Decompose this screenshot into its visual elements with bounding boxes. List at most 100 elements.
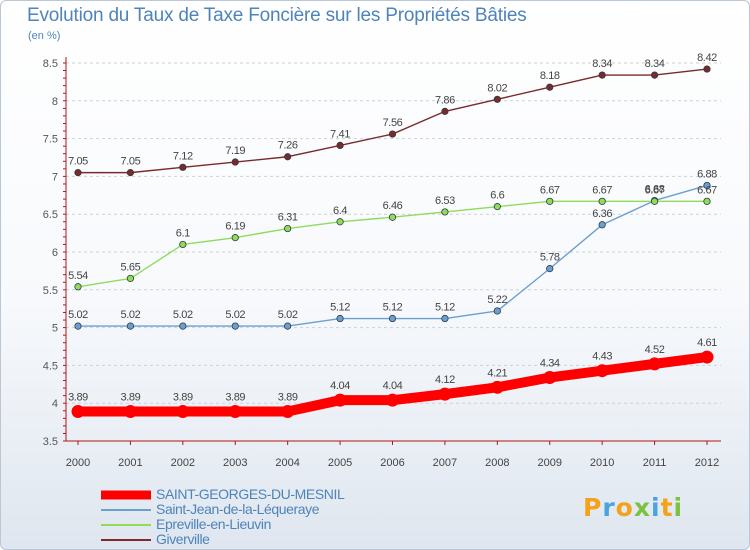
data-point: [703, 197, 711, 205]
data-label: 6.67: [540, 184, 560, 196]
legend-item: Giverville: [101, 532, 431, 547]
x-tick-label: 2000: [66, 457, 90, 469]
data-label: 6.68: [645, 184, 665, 196]
data-point: [598, 197, 606, 205]
data-label: 5.12: [435, 302, 455, 314]
data-point: [388, 213, 397, 221]
data-point: [650, 197, 659, 205]
data-label: 5.02: [278, 309, 298, 321]
data-label: 8.42: [697, 52, 717, 64]
data-label: 7.19: [225, 145, 245, 157]
data-point: [438, 387, 452, 401]
logo-letter: i: [651, 493, 661, 522]
legend-swatch: [101, 490, 151, 499]
y-tick-label: 5: [52, 323, 58, 335]
data-label: 5.02: [225, 309, 245, 321]
y-tick-label: 4: [52, 398, 58, 410]
series-layer: [71, 65, 714, 419]
y-tick-label: 8.5: [43, 58, 58, 70]
legend-swatch: [101, 538, 151, 541]
data-point: [74, 169, 82, 177]
data-point: [231, 234, 239, 242]
logo-letter: P: [583, 493, 603, 522]
data-label: 5.78: [540, 252, 560, 264]
x-tick-label: 2003: [223, 457, 247, 469]
unit-label: (en %): [28, 30, 61, 42]
data-point: [228, 405, 242, 419]
data-point: [493, 307, 501, 315]
logo-letter: i: [673, 493, 684, 522]
legend-swatch: [101, 508, 151, 511]
x-tick-label: 2005: [328, 457, 352, 469]
x-tick-label: 2009: [538, 457, 562, 469]
data-point: [284, 224, 292, 233]
data-point: [231, 158, 239, 166]
data-label: 4.21: [487, 367, 507, 379]
data-label: 5.12: [330, 302, 350, 314]
y-tick-label: 6.5: [43, 209, 58, 221]
data-point: [493, 203, 501, 211]
data-label: 3.89: [225, 392, 245, 404]
data-point: [441, 314, 449, 323]
data-point: [595, 364, 609, 378]
data-point: [648, 357, 662, 371]
data-label: 4.52: [645, 344, 665, 356]
legend-label: Giverville: [156, 531, 210, 547]
data-label: 6.4: [333, 205, 347, 217]
data-point: [179, 163, 187, 171]
x-tick-label: 2012: [695, 457, 719, 469]
data-label: 6.67: [697, 184, 717, 196]
data-label: 7.05: [121, 156, 141, 168]
data-label: 7.86: [435, 94, 455, 106]
data-point: [703, 65, 711, 73]
data-point: [71, 405, 85, 419]
proxiti-logo: Proxiti: [583, 493, 683, 522]
data-point: [546, 197, 554, 205]
data-label: 3.89: [68, 392, 88, 404]
data-point: [74, 283, 82, 291]
logo-letter: r: [602, 493, 616, 522]
data-point: [650, 71, 659, 79]
x-tick-label: 2004: [275, 457, 299, 469]
chart-legend: SAINT-GEORGES-DU-MESNIL Saint-Jean-de-la-…: [101, 487, 431, 547]
data-point: [176, 405, 190, 419]
logo-letter: x: [633, 493, 651, 522]
data-point: [388, 314, 397, 323]
data-label: 5.12: [383, 302, 403, 314]
x-tick-label: 2011: [643, 457, 667, 469]
data-label: 7.41: [330, 128, 350, 140]
y-tick-label: 6: [52, 247, 58, 259]
data-label: 7.12: [173, 150, 193, 162]
y-tick-label: 4.5: [43, 360, 58, 372]
data-label: 4.34: [540, 357, 560, 369]
data-label: 6.53: [435, 195, 455, 207]
data-point: [546, 265, 554, 273]
data-label: 8.34: [645, 58, 665, 70]
legend-item: SAINT-GEORGES-DU-MESNIL: [101, 487, 431, 502]
data-label: 4.43: [592, 351, 612, 363]
data-label-layer: 5.02 5.02 5.02 5.02 5.02 5.12 5.12 5.12 5.22 5.78…: [68, 52, 717, 403]
y-tick-label: 8: [52, 96, 58, 108]
data-label: 8.18: [540, 70, 560, 82]
data-point: [74, 322, 82, 330]
x-tick-label: 2010: [590, 457, 614, 469]
x-tick-label: 2007: [433, 457, 457, 469]
data-point: [598, 71, 606, 79]
x-tick-label: 2006: [380, 457, 404, 469]
legend-swatch: [101, 523, 151, 526]
x-tick-label: 2008: [485, 457, 509, 469]
data-label: 5.54: [68, 270, 88, 282]
data-label: 3.89: [121, 392, 141, 404]
data-label: 5.02: [121, 309, 141, 321]
data-label: 6.46: [383, 200, 403, 212]
legend-item: Saint-Jean-de-la-Léqueraye: [101, 502, 431, 517]
data-point: [700, 350, 714, 364]
legend-label: SAINT-GEORGES-DU-MESNIL: [156, 486, 345, 502]
y-tick-label: 5.5: [43, 285, 58, 297]
data-label: 8.02: [487, 82, 507, 94]
data-point: [543, 370, 557, 384]
data-label: 8.34: [592, 58, 612, 70]
data-point: [493, 95, 501, 103]
data-point: [126, 274, 135, 283]
legend-item: Epreville-en-Lieuvin: [101, 517, 431, 532]
